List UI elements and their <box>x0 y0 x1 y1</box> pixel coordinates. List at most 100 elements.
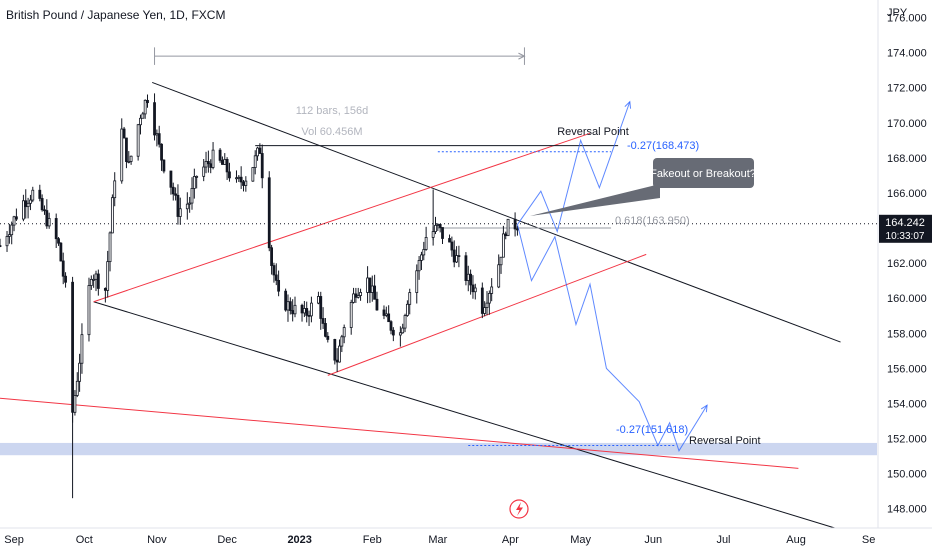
candle-body-down <box>354 293 358 298</box>
fib-upper-label: -0.27(168.473) <box>627 140 699 152</box>
candle-60 <box>195 175 199 189</box>
candle-body-down <box>169 170 173 188</box>
candle-body-up <box>420 254 423 261</box>
candle-body-down <box>57 238 60 244</box>
candle-body-down <box>277 280 281 292</box>
candle-130 <box>424 226 428 251</box>
candle-body-up <box>490 286 494 294</box>
candle-body-down <box>513 218 517 230</box>
candle-122 <box>401 323 405 334</box>
candle-body-up <box>127 161 131 163</box>
candle-body-down <box>103 288 107 291</box>
candle-body-down <box>45 210 49 227</box>
channel-upper-line <box>152 81 841 343</box>
candle-135 <box>441 227 444 245</box>
price-tick-label: 176.000 <box>887 13 927 25</box>
candle-body-up <box>317 296 320 304</box>
candle-65 <box>211 142 215 170</box>
candle-body-down <box>146 99 149 104</box>
candle-body-up <box>356 295 360 298</box>
price-scale[interactable]: JPY 148.000 150.000 152.000 154.000 156.000 1… <box>877 0 932 528</box>
candle-82 <box>270 244 273 275</box>
candle-body-up <box>415 270 419 293</box>
candle-body-down <box>305 308 309 316</box>
candle-body-up <box>473 287 477 293</box>
candle-body-up <box>253 155 257 168</box>
candle-50 <box>162 159 166 174</box>
time-tick-label: Se <box>862 534 875 546</box>
candle-body-up <box>192 176 196 189</box>
candle-141 <box>464 252 468 286</box>
candle-body-up <box>366 277 369 293</box>
time-scale[interactable]: Sep Oct Nov Dec 2023 Feb Mar Apr May Jun Jul Aug Se <box>0 527 932 550</box>
time-tick-label: Apr <box>502 534 519 546</box>
candle-125 <box>408 288 412 315</box>
lightning-icon[interactable] <box>509 499 529 519</box>
candle-body-up <box>92 278 96 281</box>
candle-body-down <box>480 287 484 314</box>
candle-body-up <box>155 133 159 136</box>
candle-body-down <box>457 255 461 257</box>
candle-25 <box>80 323 84 374</box>
candle-104 <box>340 334 344 353</box>
candle-136 <box>448 234 451 243</box>
candle-84 <box>274 263 278 286</box>
candle-body-up <box>47 218 51 227</box>
candle-51 <box>169 170 173 195</box>
candle-18 <box>59 242 63 262</box>
candle-140 <box>457 245 461 268</box>
candle-body-up <box>73 395 77 413</box>
candle-153 <box>501 225 505 258</box>
candle-54 <box>176 184 180 225</box>
candle-131 <box>431 226 435 241</box>
price-tag-bg <box>879 214 932 243</box>
candle-body-down <box>24 200 28 208</box>
time-tick-label: Jul <box>716 534 730 546</box>
candle-body-up <box>80 334 84 364</box>
candle-body-up <box>136 124 140 157</box>
candle-114 <box>373 274 377 300</box>
price-tick-label: 148.000 <box>887 504 927 516</box>
candle-body-up <box>455 255 458 263</box>
candle-body-down <box>284 290 288 311</box>
callout-fakeout-breakout[interactable]: Fakeout or Breakout? <box>530 158 756 216</box>
candle-115 <box>375 291 379 311</box>
candle-27 <box>89 275 93 290</box>
candle-body-up <box>403 315 407 329</box>
candle-9 <box>29 194 32 211</box>
candle-body-up <box>31 189 35 201</box>
candle-body-down <box>469 273 473 286</box>
candle-5 <box>14 208 18 222</box>
candle-22 <box>73 390 77 416</box>
price-tag-value: 164.242 <box>885 217 925 229</box>
candle-body-down <box>274 274 278 281</box>
candle-53 <box>174 187 178 201</box>
chart-title: British Pound / Japanese Yen, 1D, FXCM <box>6 8 225 22</box>
candle-148 <box>485 291 489 316</box>
time-tick-label: Jun <box>644 534 662 546</box>
candle-76 <box>251 167 255 182</box>
candle-66 <box>218 148 222 163</box>
red-channel-upper-line <box>93 132 591 303</box>
candle-body-down <box>307 315 311 317</box>
price-tick-label: 160.000 <box>887 293 927 305</box>
candle-0 <box>0 238 2 248</box>
date-range-volume-label: Vol 60.456M <box>301 126 362 138</box>
candle-95 <box>309 296 313 323</box>
candle-19 <box>61 252 65 285</box>
candle-body-down <box>171 186 175 195</box>
price-tick-label: 154.000 <box>887 398 927 410</box>
price-scale-bg <box>878 0 932 528</box>
candle-body-up <box>256 147 259 157</box>
candle-body-down <box>206 161 210 165</box>
candle-46 <box>153 93 156 141</box>
candle-body-up <box>89 279 93 286</box>
candle-55 <box>178 197 182 225</box>
candle-body-up <box>434 224 437 233</box>
candle-73 <box>239 166 243 189</box>
candle-body-up <box>108 232 112 263</box>
candle-146 <box>480 282 484 319</box>
candle-body-down <box>368 277 372 293</box>
candle-body-down <box>335 359 339 363</box>
